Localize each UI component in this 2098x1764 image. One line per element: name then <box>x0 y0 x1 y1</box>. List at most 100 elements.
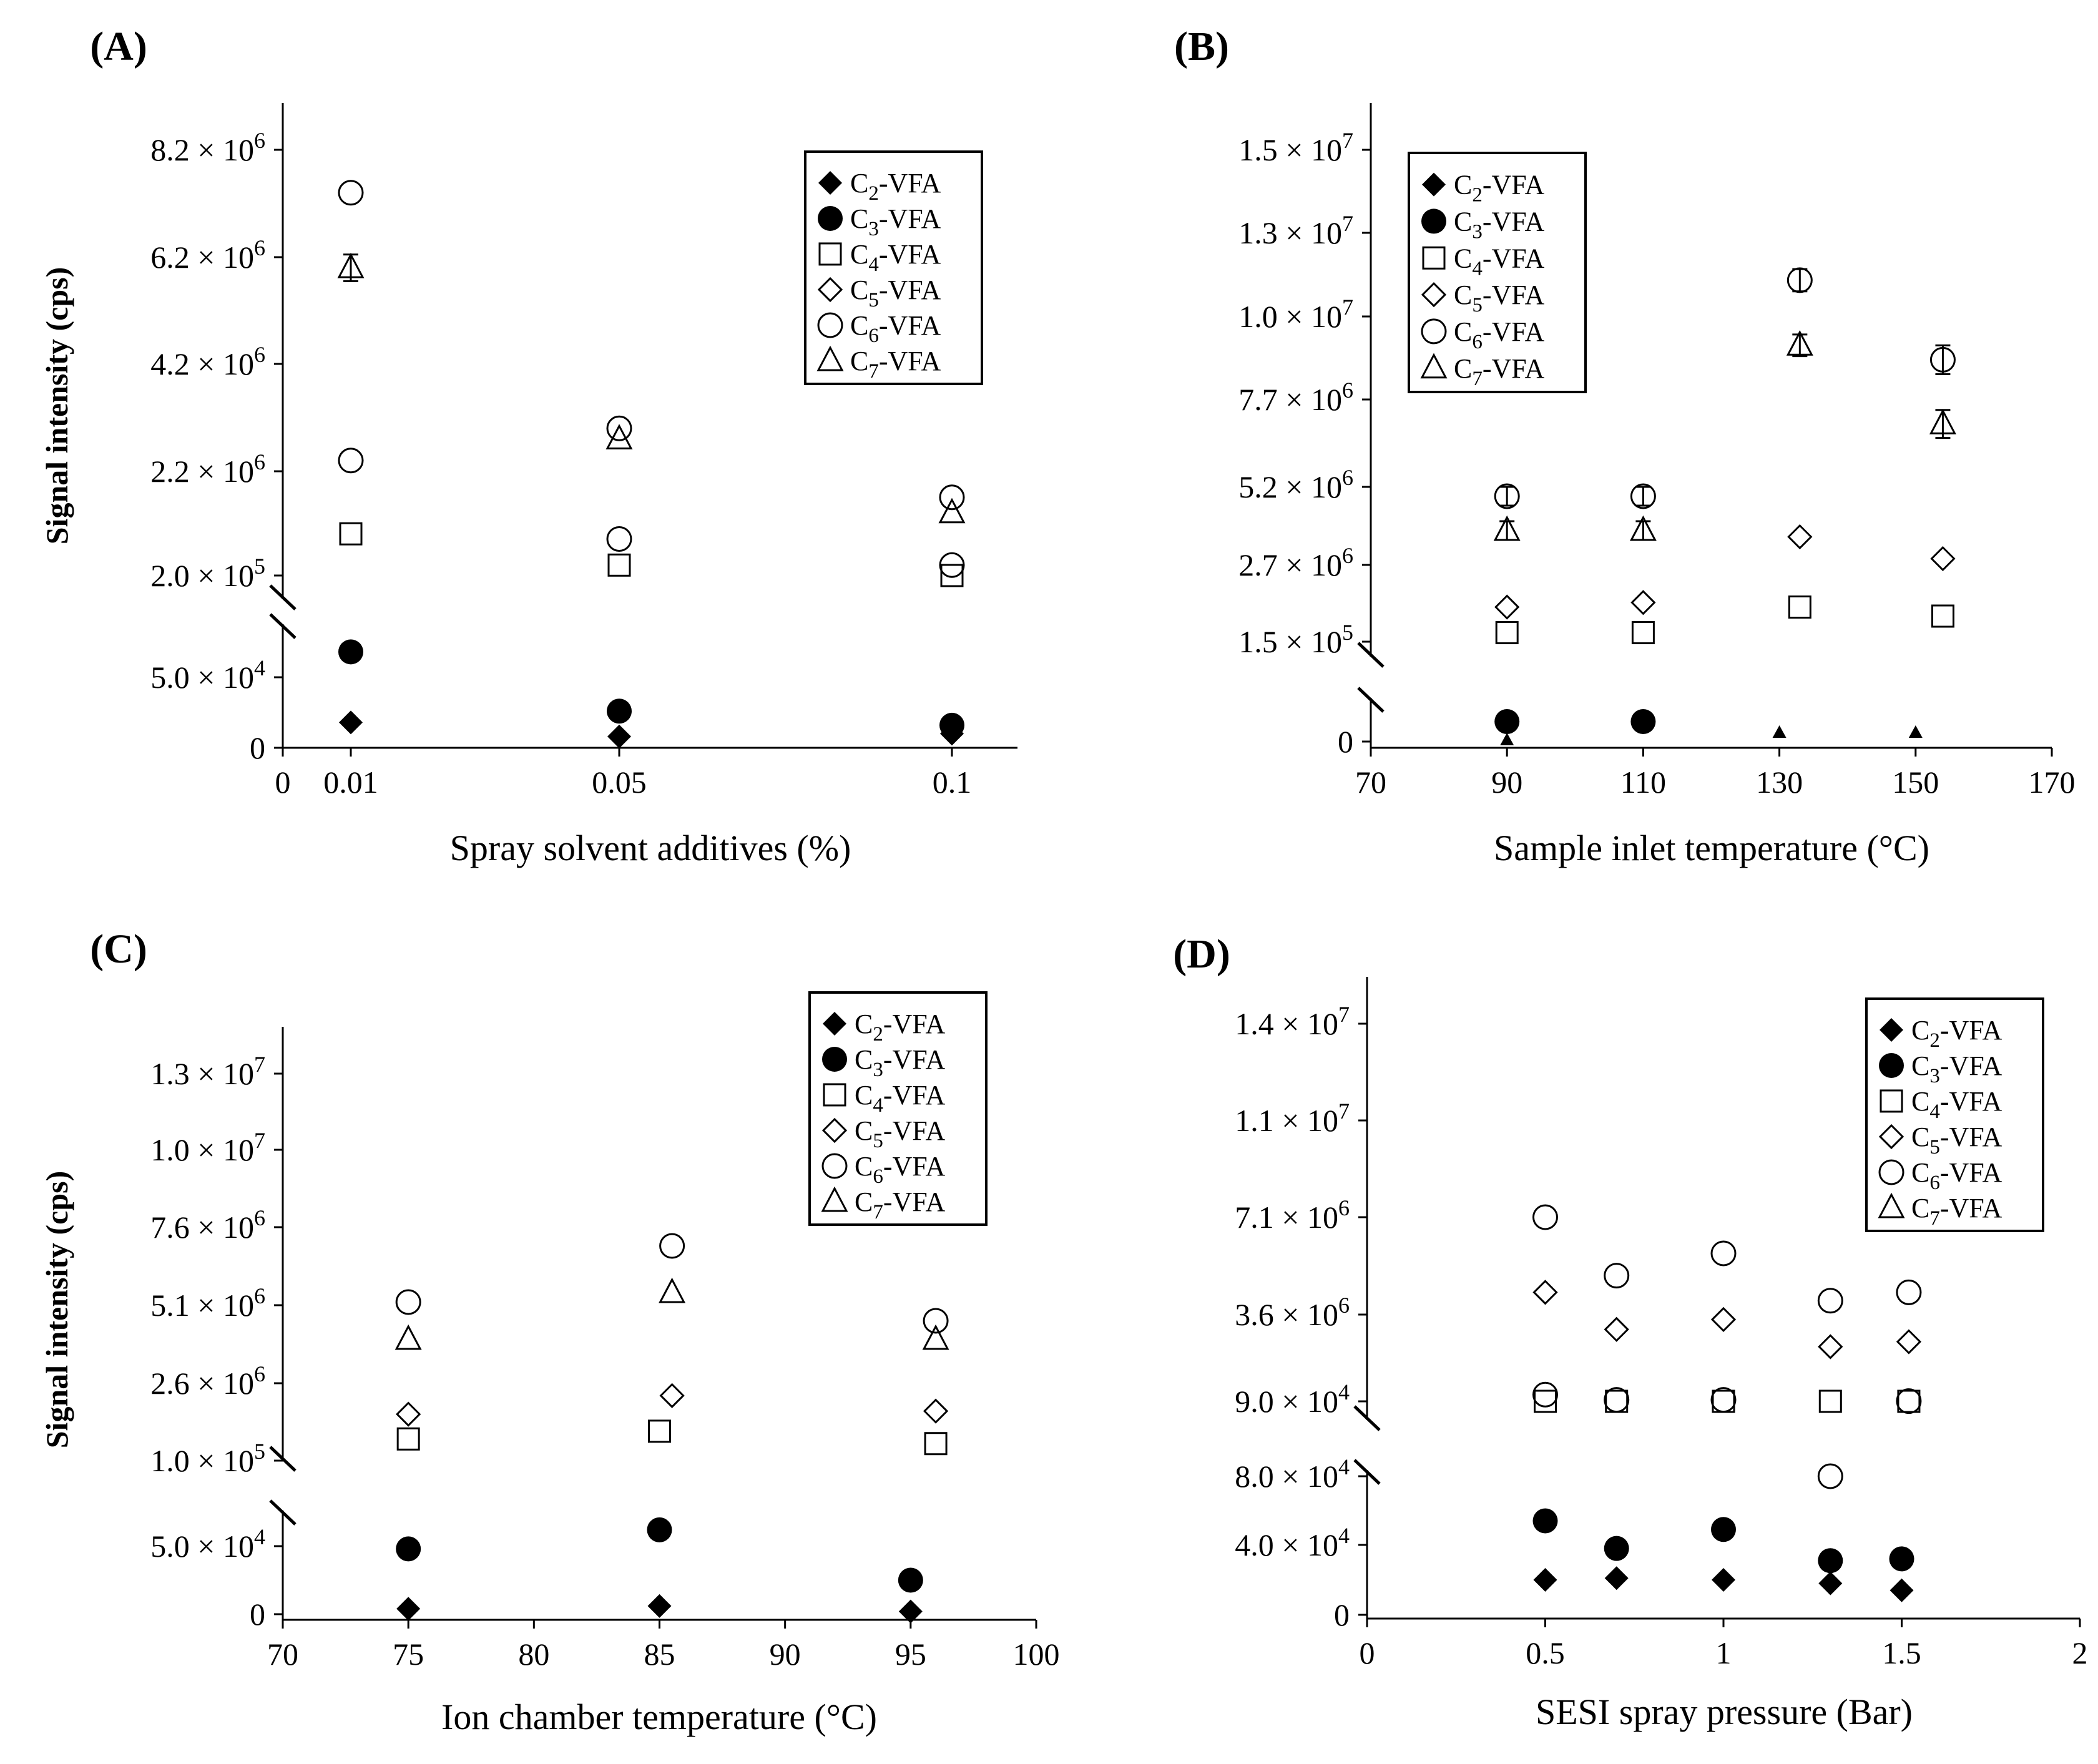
legend-marker-c5-vfa <box>821 1117 848 1144</box>
legend-marker-c5-vfa <box>1878 1124 1904 1150</box>
y-tick-label: 8.0 × 104 <box>1235 1454 1350 1494</box>
axis-break-mark <box>269 584 297 610</box>
x-tick-label: 0.1 <box>933 765 972 800</box>
data-point-c5-vfa <box>1532 1280 1558 1305</box>
y-tick-label: 1.0 × 107 <box>1238 295 1353 334</box>
data-point-small-triangle-markers-unlabeled- <box>1636 719 1650 732</box>
data-point-c5-vfa <box>923 1398 949 1424</box>
data-point-c5-vfa <box>1494 594 1520 620</box>
y-tick-label: 0 <box>1334 1597 1350 1632</box>
legend-marker-c3-vfa <box>818 205 843 231</box>
data-point-c5-vfa <box>1630 590 1656 615</box>
data-point-c2-vfa <box>898 1599 923 1624</box>
data-point-c7-vfa <box>1786 330 1813 356</box>
y-tick-label: 2.2 × 106 <box>150 449 265 489</box>
legend-marker-c7-vfa <box>821 1186 848 1212</box>
y-tick-label: 3.6 × 106 <box>1235 1293 1350 1332</box>
data-point-c6-vfa <box>606 415 632 441</box>
data-point-c6-vfa <box>1710 1240 1737 1267</box>
y-axis-title: Signal intensity (cps) <box>39 1171 74 1449</box>
data-point-c3-vfa <box>1494 709 1520 734</box>
data-point-c7-vfa <box>1629 515 1657 541</box>
data-point-c4-vfa <box>1534 1389 1557 1413</box>
data-point-c6-vfa <box>338 448 364 474</box>
x-axis-title: SESI spray pressure (Bar) <box>1536 1692 1913 1732</box>
data-point-c6-vfa <box>1896 1388 1922 1414</box>
data-point-c7-vfa <box>659 1277 686 1303</box>
data-point-c6-vfa <box>1604 1263 1630 1289</box>
panel-c: (C) 0 5.0 × 104 1.0 × 105 2.6 × 106 5.1 × 106… <box>39 926 1060 1737</box>
axis-break-mark <box>1353 1405 1381 1431</box>
x-tick-label: 0.05 <box>592 765 647 800</box>
y-tick-label: 7.7 × 106 <box>1238 378 1353 417</box>
legend-marker-c6-vfa <box>1878 1159 1904 1185</box>
data-point-c6-vfa <box>1787 267 1813 293</box>
y-tick-label: 8.2 × 106 <box>150 128 265 167</box>
y-tick-label: 5.0 × 104 <box>150 1524 265 1564</box>
x-tick-label: 1 <box>1716 1635 1732 1670</box>
y-tick-label: 1.5 × 105 <box>1238 620 1353 659</box>
data-point-c6-vfa <box>1630 483 1656 509</box>
data-point-c3-vfa <box>1711 1517 1736 1542</box>
y-axis-title: Signal intensity (cps) <box>39 267 74 545</box>
legend-marker-c7-vfa <box>1420 353 1448 379</box>
x-tick-label: 150 <box>1892 765 1939 800</box>
data-point-c4-vfa <box>924 1432 948 1456</box>
panel-label: (A) <box>90 24 147 69</box>
panel-label: (B) <box>1174 24 1229 69</box>
data-point-small-triangle-markers-unlabeled- <box>1772 725 1787 738</box>
x-tick-label: 170 <box>2029 765 2076 800</box>
data-point-c3-vfa <box>898 1567 923 1593</box>
legend-marker-c4-vfa <box>1422 246 1446 270</box>
y-tick-label: 1.1 × 107 <box>1235 1099 1350 1138</box>
legend-marker-c3-vfa <box>822 1046 847 1072</box>
panel-b: (B) 0 1.5 × 105 2.7 × 106 5.2 × 106 7.7 × 106… <box>1174 24 2075 868</box>
data-point-c4-vfa <box>940 564 964 587</box>
data-point-c3-vfa <box>647 1517 672 1542</box>
x-tick-label: 90 <box>770 1637 801 1672</box>
data-point-c5-vfa <box>659 1383 685 1408</box>
data-point-c7-vfa <box>938 497 966 524</box>
data-point-c4-vfa <box>607 553 631 577</box>
y-tick-label: 1.0 × 105 <box>150 1439 265 1478</box>
y-tick-label: 7.6 × 106 <box>150 1205 265 1245</box>
x-tick-label: 0.5 <box>1526 1635 1565 1670</box>
x-tick-label: 0 <box>275 765 291 800</box>
legend-marker-c4-vfa <box>823 1083 846 1107</box>
legend-box <box>1865 997 2044 1232</box>
data-point-c5-vfa <box>1896 1329 1922 1355</box>
data-point-c3-vfa <box>1818 1548 1843 1574</box>
axis-break-mark <box>269 613 297 639</box>
data-point-c5-vfa <box>1604 1316 1629 1342</box>
axis-break-mark <box>1357 642 1385 668</box>
y-tick-label: 7.1 × 106 <box>1235 1195 1350 1235</box>
y-tick-label: 9.0 × 104 <box>1235 1379 1350 1419</box>
data-point-c2-vfa <box>607 724 631 748</box>
data-point-c6-vfa <box>395 1289 421 1315</box>
y-tick-label: 0 <box>250 730 265 765</box>
data-point-small-triangle-markers-unlabeled- <box>1500 733 1514 745</box>
y-tick-label: 4.2 × 106 <box>150 342 265 381</box>
data-point-c2-vfa <box>1890 1578 1914 1602</box>
x-tick-label: 85 <box>644 1637 675 1672</box>
data-point-c5-vfa <box>396 1401 421 1427</box>
data-point-c2-vfa <box>396 1597 421 1621</box>
panel-a: (A) 0 5.0 × 104 2.0 × 105 2.2 × 106 4.2 × 106… <box>39 24 1017 868</box>
x-tick-label: 0.01 <box>323 765 378 800</box>
x-axis-title: Ion chamber temperature (°C) <box>441 1697 877 1737</box>
y-tick-label: 4.0 × 104 <box>1235 1523 1350 1562</box>
data-point-c3-vfa <box>1604 1536 1629 1561</box>
data-point-c2-vfa <box>1533 1568 1557 1592</box>
x-tick-label: 110 <box>1620 765 1666 800</box>
y-tick-label: 6.2 × 106 <box>150 235 265 275</box>
y-tick-label: 1.3 × 107 <box>150 1052 265 1091</box>
y-tick-label: 5.1 × 106 <box>150 1283 265 1323</box>
x-tick-label: 2 <box>2072 1635 2088 1670</box>
x-tick-label: 0 <box>1360 1635 1375 1670</box>
data-point-c5-vfa <box>1930 546 1956 572</box>
legend-label: C3-VFA <box>1911 1051 2002 1087</box>
